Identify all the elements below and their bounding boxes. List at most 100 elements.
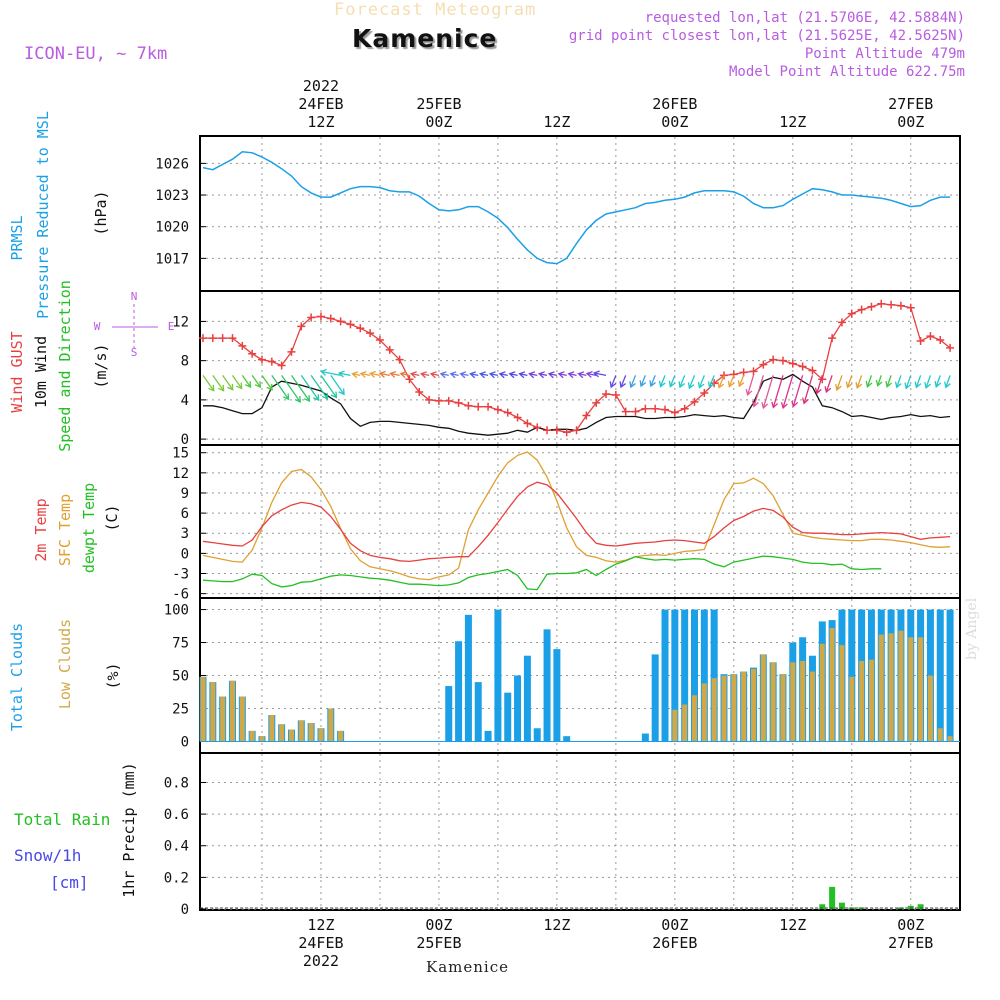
wind-arrow-head — [478, 371, 486, 379]
low-cloud-bar — [780, 674, 786, 742]
total-cloud-bar — [504, 692, 512, 742]
chart-super-title: Forecast Meteogram — [334, 0, 537, 20]
wind-arrow-head — [639, 380, 647, 388]
wind-arrow-head — [399, 371, 407, 379]
gust-marker — [739, 368, 748, 377]
gust-marker — [257, 355, 266, 364]
gust-marker — [248, 349, 257, 358]
plot-frame — [199, 135, 961, 911]
gust-marker — [680, 404, 689, 413]
time-label-top: 24FEB — [298, 95, 343, 113]
wind-direction-arrow — [688, 375, 696, 389]
gust-marker — [778, 356, 787, 365]
wind-arrow-head — [904, 382, 912, 390]
y-tick-label: -6 — [172, 587, 189, 603]
time-label-bottom: 00Z — [897, 916, 924, 934]
wind-direction-arrow — [846, 375, 853, 388]
gust-marker — [552, 426, 561, 435]
wind-arrow-head — [717, 381, 725, 389]
gust-marker — [611, 390, 620, 399]
wind-arrow-head — [737, 380, 745, 388]
total-rain-label: Total Rain — [14, 810, 110, 829]
wind-direction-arrow — [762, 375, 774, 409]
wind-direction-arrow — [698, 375, 705, 388]
low-cloud-bar — [239, 696, 245, 742]
wind-direction-arrow — [460, 373, 469, 376]
gust-marker — [729, 370, 738, 379]
gust-marker — [316, 312, 325, 321]
wind-direction-arrow — [251, 374, 261, 388]
time-label-top: 26FEB — [652, 95, 697, 113]
gust-marker — [228, 334, 237, 343]
y-tick-label: 0.6 — [164, 807, 189, 823]
wind-direction-arrow — [489, 373, 499, 376]
y-tick-label: 6 — [181, 506, 189, 522]
temp-sfc-label: SFC Temp — [56, 494, 74, 566]
low-cloud-bar — [210, 682, 216, 742]
total-cloud-bar — [563, 736, 571, 742]
wind-arrow-head — [368, 370, 376, 378]
wind-direction-arrow — [578, 373, 587, 376]
low-cloud-bar — [308, 722, 314, 742]
gust-marker — [425, 395, 434, 404]
wind-direction-arrow — [470, 373, 479, 376]
low-cloud-bar — [288, 729, 294, 742]
y-tick-label: 0 — [181, 432, 189, 448]
y-tick-label: 0 — [181, 546, 189, 562]
temp-unit-label: (C) — [103, 504, 121, 531]
low-cloud-bar — [829, 628, 835, 742]
wind-direction-arrow — [400, 372, 410, 376]
low-cloud-bar — [790, 662, 796, 742]
gridlines — [200, 137, 960, 910]
low-cloud-bar — [741, 671, 747, 742]
gust-marker — [759, 360, 768, 369]
total-cloud-bar — [445, 686, 453, 742]
y-tick-label: 1023 — [155, 188, 189, 204]
wind-arrow-head — [875, 379, 883, 387]
wind-direction-arrow — [650, 375, 656, 387]
sfc-temp-line — [202, 451, 951, 581]
low-cloud-bar — [937, 728, 943, 742]
wind-arrow-head — [547, 371, 555, 379]
gust-marker — [297, 322, 306, 331]
wind-arrow-head — [934, 380, 942, 388]
total-cloud-bar — [691, 609, 698, 742]
wind-direction-arrow — [222, 374, 234, 391]
time-label-bottom: 2022 — [303, 952, 339, 970]
gust-marker — [336, 317, 345, 326]
low-cloud-bar — [229, 680, 235, 742]
temp-dewpt-label: dewpt Temp — [80, 483, 98, 573]
y-tick-label: 0.4 — [164, 839, 189, 855]
wind-arrow-head — [337, 370, 345, 378]
gust-marker — [857, 305, 866, 314]
time-label-top: 00Z — [661, 113, 688, 131]
wind-arrow-head — [885, 380, 893, 388]
gust-marker — [926, 332, 935, 341]
time-label-bottom: 24FEB — [298, 934, 343, 952]
low-cloud-bar — [692, 695, 697, 742]
compass-rose: N S W E — [94, 290, 175, 359]
wind-arrow-head — [244, 381, 252, 389]
wind-direction-arrow — [379, 372, 390, 376]
low-cloud-bar — [682, 704, 688, 742]
wind-arrow-head — [697, 381, 705, 389]
wind-direction-arrow — [836, 375, 843, 391]
low-cloud-bar — [839, 645, 845, 742]
y-tick-label: 4 — [181, 393, 189, 409]
gust-marker — [199, 334, 207, 343]
gust-marker — [385, 345, 394, 354]
prmsl-label: PRMSL — [8, 215, 26, 260]
clouds-unit-label: (%) — [104, 662, 122, 689]
wind-direction-arrow — [747, 375, 755, 396]
wind-direction-arrow — [669, 375, 676, 387]
gust-marker — [769, 355, 778, 364]
wind-arrow-head — [668, 380, 676, 388]
wind-arrow-head — [802, 397, 809, 405]
wind-direction-arrow — [480, 373, 489, 376]
wind-arrow-head — [944, 381, 951, 389]
time-label-bottom: 00Z — [425, 916, 452, 934]
y-tick-label: -3 — [172, 567, 189, 583]
gust-marker — [484, 402, 493, 411]
y-tick-label: 50 — [172, 669, 189, 685]
wind-direction-arrow — [679, 375, 686, 388]
